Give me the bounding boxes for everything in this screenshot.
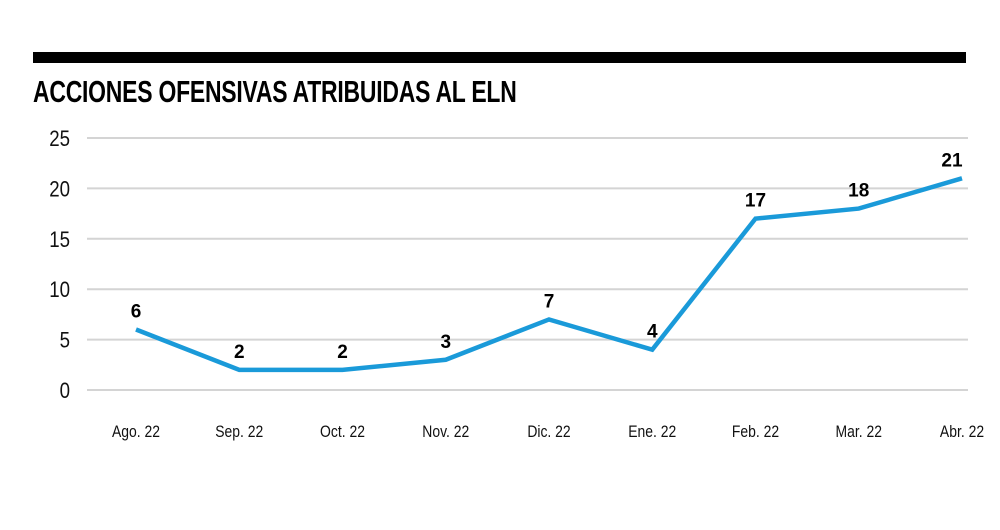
series-line [135, 176, 963, 373]
chart-title: ACCIONES OFENSIVAS ATRIBUIDAS AL ELN [33, 74, 517, 109]
x-tick-label: Ago. 22 [112, 423, 160, 442]
data-label: 21 [941, 150, 963, 171]
header-rule [33, 52, 966, 63]
y-tick-label: 20 [49, 178, 70, 202]
x-tick-label: Nov. 22 [422, 423, 469, 442]
data-label: 17 [745, 191, 766, 212]
data-label: 18 [848, 181, 869, 202]
x-tick-label: Abr. 22 [940, 423, 984, 442]
data-label: 2 [337, 342, 348, 363]
data-label: 7 [544, 291, 555, 312]
data-label: 3 [440, 332, 451, 353]
x-tick-label: Feb. 22 [732, 423, 779, 442]
y-tick-label: 25 [49, 128, 70, 152]
y-tick-label: 15 [49, 228, 70, 252]
y-tick-label: 0 [60, 380, 70, 404]
x-tick-label: Sep. 22 [215, 423, 263, 442]
x-tick-label: Ene. 22 [628, 423, 676, 442]
x-tick-label: Mar. 22 [836, 423, 882, 442]
y-tick-label: 5 [60, 329, 70, 353]
x-tick-label: Dic. 22 [527, 423, 570, 442]
data-label: 4 [647, 322, 658, 343]
x-tick-label: Oct. 22 [320, 423, 365, 442]
data-label: 6 [131, 302, 142, 323]
y-tick-label: 10 [49, 279, 70, 303]
data-label: 2 [234, 342, 245, 363]
